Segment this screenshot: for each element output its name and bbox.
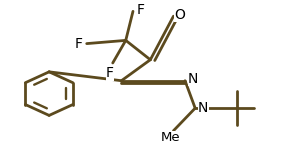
Text: F: F xyxy=(136,3,144,17)
Text: N: N xyxy=(198,101,208,115)
Text: F: F xyxy=(106,66,114,81)
Text: O: O xyxy=(174,8,185,22)
Text: F: F xyxy=(75,37,83,51)
Text: N: N xyxy=(188,72,198,86)
Text: Me: Me xyxy=(161,131,180,144)
